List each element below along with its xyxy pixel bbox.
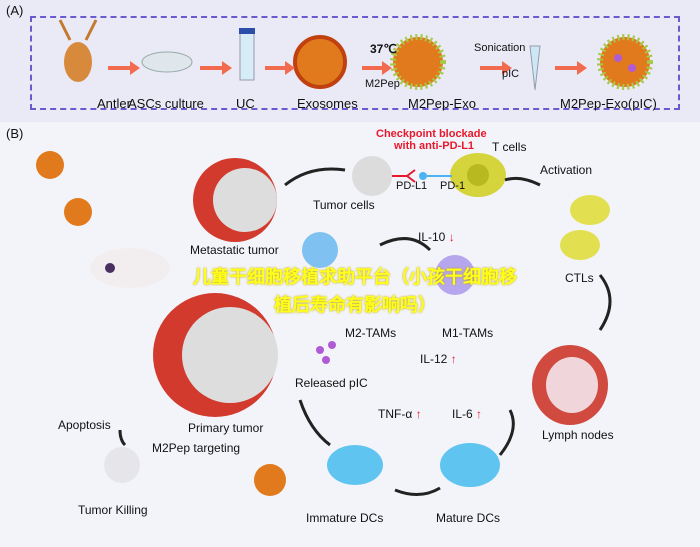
ctl-icons bbox=[560, 195, 610, 260]
step-label-antler: Antler bbox=[97, 96, 131, 111]
checkpoint-label-1: Checkpoint blockade bbox=[376, 128, 487, 140]
m2-tam-icon bbox=[302, 232, 338, 268]
t-cell-icon bbox=[450, 153, 506, 197]
metastatic-tumor-label: Metastatic tumor bbox=[190, 243, 279, 257]
ctls-label: CTLs bbox=[565, 271, 594, 285]
m2pep-label: M2Pep bbox=[365, 78, 400, 90]
tumor-killing-label: Tumor Killing bbox=[78, 503, 148, 517]
il6-label: IL-6 ↑ bbox=[452, 407, 483, 421]
released-pic-label: Released pIC bbox=[295, 376, 368, 390]
pic-particles bbox=[316, 341, 336, 364]
m1-tams-label: M1-TAMs bbox=[442, 326, 494, 340]
workflow-arrows bbox=[108, 61, 587, 75]
m1-tam-icon bbox=[435, 255, 475, 295]
temperature-label: 37℃ bbox=[370, 42, 397, 56]
petri-dish-icon bbox=[141, 51, 193, 73]
primary-tumor-label: Primary tumor bbox=[188, 421, 264, 435]
mature-dc-icon bbox=[440, 443, 500, 487]
t-cells-label: T cells bbox=[492, 140, 527, 154]
step-label-ascs-culture: ASCs culture bbox=[128, 96, 204, 111]
m2pep-exo-pic-icon bbox=[597, 34, 653, 90]
nanoparticle-icons bbox=[36, 151, 286, 496]
step-label-m2pep-exo-pic: M2Pep-Exo(pIC) bbox=[560, 96, 657, 111]
mouse-icon bbox=[90, 248, 170, 288]
step-label-exosomes: Exosomes bbox=[297, 96, 358, 111]
panel-a-label: (A) bbox=[6, 3, 24, 18]
antibody-icon bbox=[392, 169, 452, 183]
watermark-overlay-text: 儿童干细胞移植求助平台（小孩干细胞移植后寿命有影响吗） bbox=[193, 267, 517, 315]
flow-arrows bbox=[118, 167, 612, 496]
exosome-icon bbox=[293, 35, 347, 89]
mature-dcs-label: Mature DCs bbox=[436, 511, 501, 525]
il10-label: IL-10 ↓ bbox=[418, 230, 455, 244]
workflow-frame bbox=[30, 16, 680, 110]
sonication-label: Sonication bbox=[474, 42, 526, 54]
metastatic-tumor-icon bbox=[193, 158, 277, 242]
step-label-m2pep-exo: M2Pep-Exo bbox=[408, 96, 476, 111]
tnf-label: TNF-α ↑ bbox=[378, 407, 422, 421]
pd-l1-label: PD-L1 bbox=[396, 180, 428, 192]
immature-dcs-label: Immature DCs bbox=[306, 511, 384, 525]
tumor-cell-icon bbox=[352, 156, 392, 196]
primary-tumor-icon bbox=[153, 293, 278, 417]
tube-icon bbox=[239, 28, 255, 81]
pd-1-label: PD-1 bbox=[440, 180, 466, 192]
deer-icon bbox=[58, 19, 98, 82]
lymph-node-icon bbox=[532, 345, 608, 425]
panel-b-label: (B) bbox=[6, 126, 24, 141]
m2pep-exo-icon bbox=[390, 34, 446, 90]
lymph-nodes-label: Lymph nodes bbox=[542, 428, 614, 442]
checkpoint-label-2: with anti-PD-L1 bbox=[394, 140, 475, 152]
pic-label: pIC bbox=[502, 68, 520, 80]
step-label-uc: UC bbox=[236, 96, 255, 111]
activation-label: Activation bbox=[540, 163, 593, 177]
apoptosis-label: Apoptosis bbox=[58, 418, 111, 432]
panel-a: (A) bbox=[0, 0, 700, 122]
m2-tams-label: M2-TAMs bbox=[345, 326, 397, 340]
immature-dc-icon bbox=[327, 445, 383, 485]
m2pep-targeting-label: M2Pep targeting bbox=[152, 441, 241, 455]
il12-label: IL-12 ↑ bbox=[420, 352, 457, 366]
tumor-killing-icon bbox=[104, 447, 140, 483]
sonication-tube-icon bbox=[529, 45, 541, 91]
tumor-cells-label: Tumor cells bbox=[313, 198, 375, 212]
